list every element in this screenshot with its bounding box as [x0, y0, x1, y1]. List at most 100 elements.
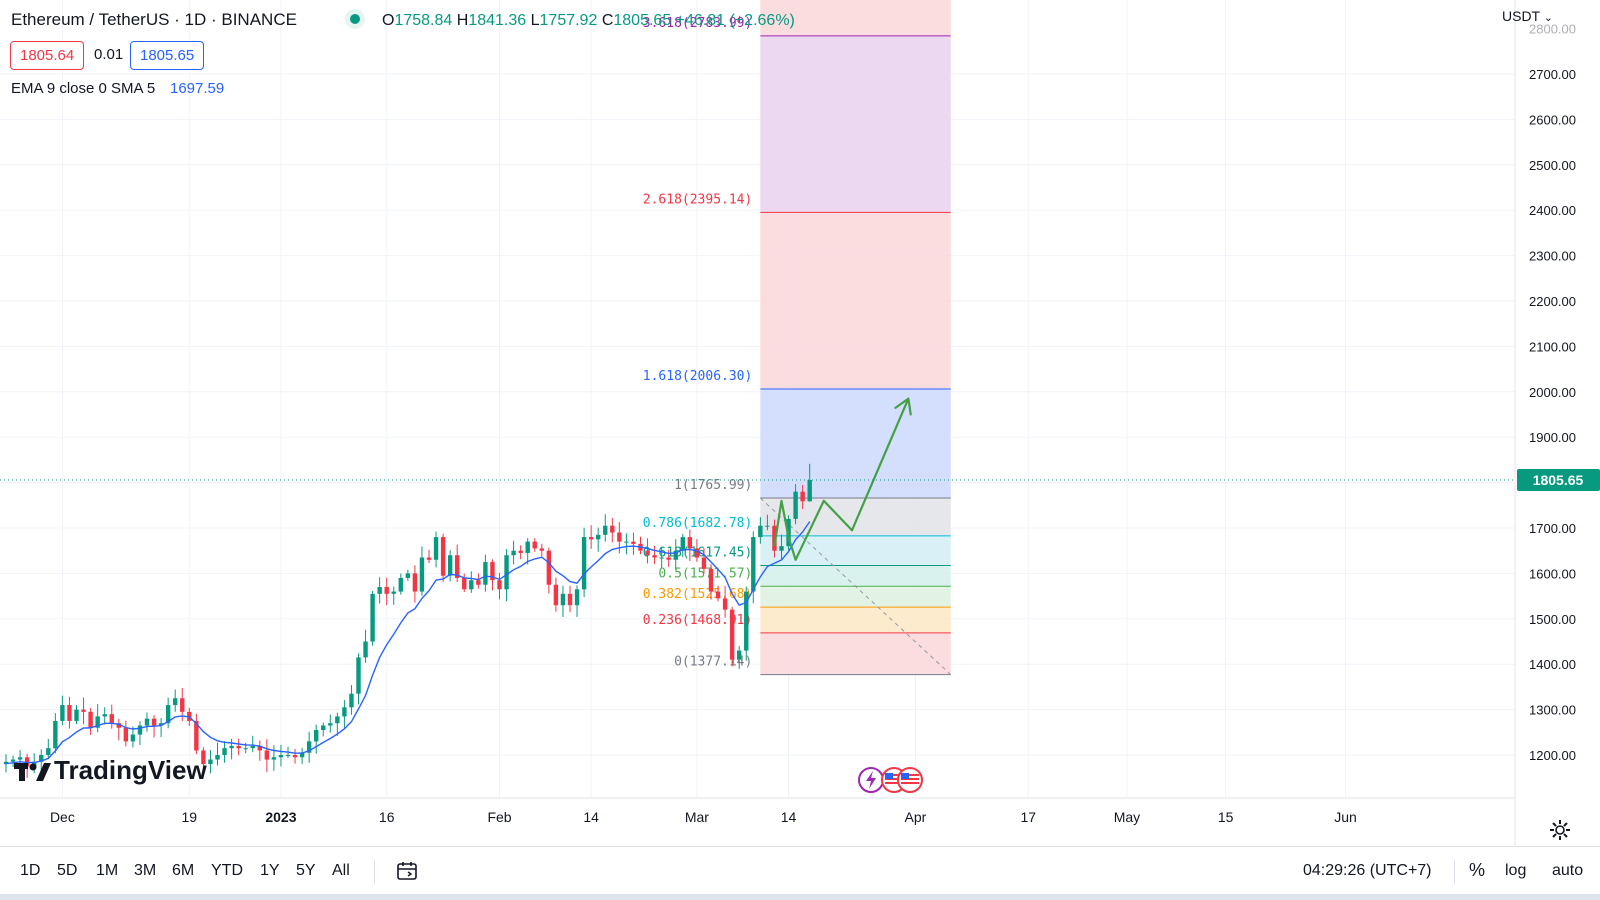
- market-status-icon[interactable]: [344, 8, 366, 35]
- candle-body: [652, 555, 657, 558]
- high-label: H: [456, 12, 469, 29]
- candle-body: [659, 557, 664, 559]
- tradingview-logo[interactable]: TradingView: [14, 755, 207, 786]
- price-tick-label: 1600.00: [1529, 566, 1576, 581]
- currency-selector[interactable]: USDT ⌄: [1502, 8, 1553, 24]
- candle-body: [194, 720, 199, 751]
- price-axis[interactable]: 1200.00 1300.00 1400.00 1500.00 1600.00 1700.…: [1514, 0, 1600, 846]
- range-button-3m[interactable]: 3M: [134, 862, 157, 879]
- candle-body: [779, 546, 784, 551]
- log-toggle[interactable]: log: [1505, 862, 1527, 879]
- candle-body: [74, 709, 79, 721]
- price-tick-label: 2600.00: [1529, 112, 1576, 127]
- range-button-ytd[interactable]: YTD: [211, 862, 243, 879]
- projection-arrowhead: [894, 397, 912, 416]
- candle-body: [46, 748, 51, 755]
- price-tick-label: 1300.00: [1529, 703, 1576, 718]
- current-price-badge[interactable]: 1805.65: [1517, 469, 1600, 492]
- candle-body: [391, 591, 396, 594]
- candle-body: [299, 752, 305, 758]
- close-value: 1805.65: [613, 12, 672, 29]
- price-tick-label: 2800.00: [1529, 22, 1576, 37]
- range-button-6m[interactable]: 6M: [172, 862, 195, 879]
- range-button-5y[interactable]: 5Y: [296, 862, 316, 879]
- candle-body: [285, 755, 291, 756]
- window-bottom-strip: [0, 894, 1600, 900]
- candle-body: [596, 534, 601, 540]
- fib-level-label-1.618: 1.618(2006.30): [643, 369, 753, 384]
- candle-body: [278, 755, 284, 758]
- indicator-legend[interactable]: EMA 9 close 0 SMA 5: [11, 80, 156, 97]
- candle-body: [807, 480, 812, 502]
- price-tick-label: 1400.00: [1529, 657, 1576, 672]
- fib-trend-line[interactable]: [760, 497, 952, 675]
- candle-body: [680, 537, 685, 551]
- chart-grid: [0, 0, 1515, 798]
- projection-arrow[interactable]: [773, 397, 912, 561]
- candle-body: [694, 548, 700, 558]
- range-button-5d[interactable]: 5D: [57, 862, 78, 879]
- price-tick-label: 1200.00: [1529, 748, 1576, 763]
- projection-path[interactable]: [773, 398, 910, 561]
- ema-line: [0, 479, 1515, 765]
- candle-body: [95, 716, 100, 728]
- event-lightning-icon[interactable]: [858, 767, 884, 793]
- sell-price-button[interactable]: 1805.64: [10, 41, 85, 70]
- candle-body: [722, 598, 728, 610]
- fib-level-label-0.236: 0.236(1468.91): [643, 613, 753, 628]
- candle-body: [180, 698, 185, 712]
- candle-body: [765, 525, 770, 527]
- candle-body: [476, 580, 481, 585]
- fibonacci-extension[interactable]: 0(1377.14)0.236(1468.91)0.382(1525.68)0.…: [643, 0, 952, 676]
- range-button-all[interactable]: All: [332, 862, 350, 879]
- range-button-1d[interactable]: 1D: [20, 862, 41, 879]
- candle-body: [370, 593, 375, 642]
- candle-body: [539, 548, 544, 551]
- fib-level-label-0.5: 0.5(1571.57): [658, 566, 752, 581]
- candle-body: [581, 537, 587, 590]
- candle-body: [384, 587, 389, 594]
- candle-body: [455, 555, 460, 578]
- percent-toggle[interactable]: %: [1469, 860, 1486, 880]
- buy-price-button[interactable]: 1805.65: [130, 41, 205, 70]
- chart-canvas[interactable]: 0(1377.14)0.236(1468.91)0.382(1525.68)0.…: [0, 0, 1600, 846]
- clock-timezone[interactable]: 04:29:26 (UTC+7): [1303, 862, 1432, 879]
- auto-toggle[interactable]: auto: [1552, 862, 1584, 879]
- us-flag-icon[interactable]: [897, 767, 923, 793]
- candle-body: [701, 557, 707, 569]
- bottom-toolbar: [0, 846, 1600, 895]
- range-button-1m[interactable]: 1M: [96, 862, 119, 879]
- time-tick-label: Mar: [685, 809, 709, 825]
- fib-level-label-3.618: 3.618(2783.99): [643, 16, 753, 31]
- calendar-range-icon[interactable]: [396, 860, 418, 887]
- range-button-1y[interactable]: 1Y: [260, 862, 280, 879]
- candle-body: [208, 759, 213, 765]
- candle-body: [349, 693, 354, 708]
- candle-body: [490, 562, 495, 581]
- candle-body: [53, 720, 58, 749]
- candle-body: [137, 725, 143, 735]
- time-axis[interactable]: Dec 19 2023 16 Feb 14 Mar 14 Apr 17 May 15 Jun: [0, 797, 1515, 825]
- candle-body: [314, 730, 319, 742]
- price-axis-background: [1515, 0, 1600, 846]
- candle-body: [624, 541, 629, 543]
- candle-body: [257, 745, 262, 751]
- candle-body: [321, 725, 326, 731]
- price-tick-label: 2400.00: [1529, 203, 1576, 218]
- fib-level-label-1: 1(1765.99): [674, 478, 752, 493]
- candle-body: [426, 557, 432, 560]
- price-tick-label: 1500.00: [1529, 612, 1576, 627]
- symbol-title[interactable]: Ethereum / TetherUS · 1D · BINANCE: [11, 10, 297, 29]
- price-tick-label: 2700.00: [1529, 67, 1576, 82]
- candle-body: [222, 748, 227, 755]
- price-tick-label: 2500.00: [1529, 158, 1576, 173]
- gear-icon[interactable]: [1548, 818, 1572, 847]
- candle-body: [243, 748, 248, 750]
- candle-body: [617, 532, 622, 542]
- fib-band-0.5: [760, 565, 951, 587]
- candle-body: [81, 709, 86, 712]
- event-icons[interactable]: [858, 766, 924, 799]
- candle-body: [377, 587, 382, 594]
- candle-body: [412, 573, 418, 592]
- candle-body: [116, 723, 121, 728]
